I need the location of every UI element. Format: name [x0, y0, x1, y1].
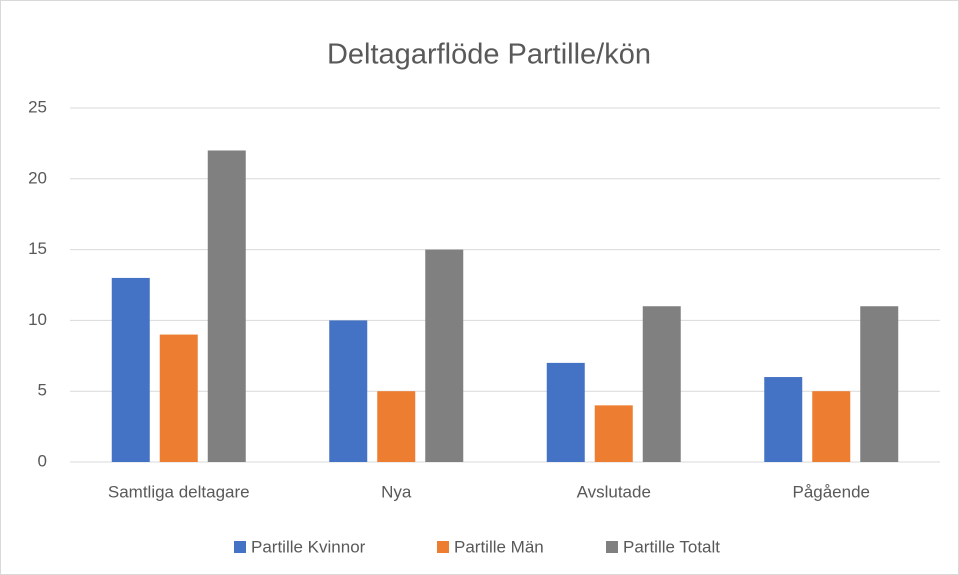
bar — [812, 391, 851, 462]
bar — [546, 362, 585, 462]
legend-label: Partille Män — [454, 537, 544, 556]
y-tick-label: 15 — [28, 239, 47, 258]
bar — [425, 249, 464, 462]
bar — [764, 377, 803, 462]
bar — [207, 150, 246, 463]
x-tick-label: Avslutade — [577, 482, 651, 501]
y-tick-label: 0 — [38, 451, 47, 470]
legend-label: Partille Kvinnor — [251, 537, 366, 556]
x-tick-label: Pågående — [792, 482, 870, 501]
legend-swatch — [606, 541, 618, 553]
legend-swatch — [437, 541, 449, 553]
chart-title: Deltagarflöde Partille/kön — [327, 39, 651, 71]
bar — [594, 405, 633, 462]
x-tick-label: Nya — [381, 482, 412, 501]
y-tick-label: 5 — [38, 381, 47, 400]
bar — [159, 334, 198, 462]
bar — [377, 391, 416, 462]
bar — [111, 277, 150, 462]
y-tick-label: 20 — [28, 168, 47, 187]
x-tick-label: Samtliga deltagare — [108, 482, 250, 501]
y-tick-label: 25 — [28, 97, 47, 116]
legend-label: Partille Totalt — [623, 537, 720, 556]
y-tick-label: 10 — [28, 310, 47, 329]
bar — [642, 306, 681, 462]
bar — [860, 306, 899, 462]
bar — [329, 320, 368, 462]
legend-swatch — [234, 541, 246, 553]
